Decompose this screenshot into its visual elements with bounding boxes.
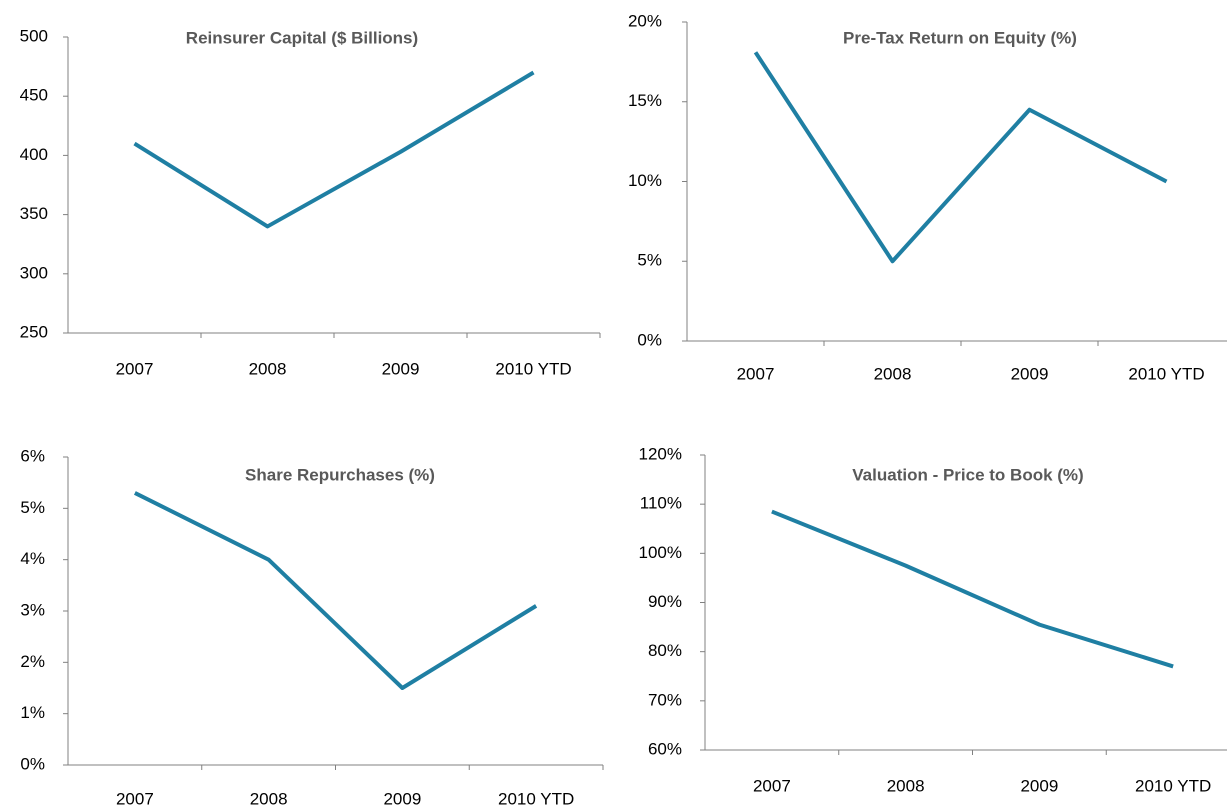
x-tick-label: 2009 [1020,776,1058,795]
y-tick-label: 450 [20,86,48,105]
x-tick-label: 2007 [116,359,154,378]
y-tick-label: 2% [20,652,45,671]
y-tick-label: 300 [20,263,48,282]
x-tick-label: 2010 YTD [495,359,571,378]
y-tick-label: 400 [20,145,48,164]
y-tick-label: 90% [648,592,682,611]
y-tick-label: 3% [20,600,45,619]
x-tick-label: 2007 [116,789,154,808]
y-tick-label: 250 [20,322,48,341]
x-tick-label: 2010 YTD [498,789,574,808]
data-line [771,509,1174,669]
x-tick-label: 2010 YTD [1135,776,1211,795]
y-tick-label: 5% [20,498,45,517]
x-tick-label: 2009 [382,359,420,378]
y-tick-label: 20% [628,11,662,30]
y-tick-label: 80% [648,641,682,660]
x-tick-label: 2008 [250,789,288,808]
y-tick-label: 110% [640,494,682,513]
y-tick-label: 1% [20,703,45,722]
y-tick-label: 6% [20,446,45,465]
y-tick-label: 500 [20,26,48,45]
x-tick-label: 2009 [1011,364,1049,383]
y-tick-label: 350 [20,204,48,223]
x-tick-label: 2009 [383,789,421,808]
y-tick-label: 100% [639,543,682,562]
x-tick-label: 2007 [753,776,791,795]
y-tick-label: 4% [20,549,45,568]
y-tick-label: 70% [648,690,682,709]
y-tick-label: 15% [628,91,662,110]
chart-title: Reinsurer Capital ($ Billions) [186,28,418,47]
y-tick-label: 0% [637,330,662,349]
y-tick-label: 120% [639,444,682,463]
y-tick-label: 60% [648,739,682,758]
y-tick-label: 0% [20,754,45,773]
data-line [133,491,538,690]
y-tick-label: 10% [628,171,662,190]
data-line [753,51,1168,264]
x-tick-label: 2008 [874,364,912,383]
x-tick-label: 2008 [249,359,287,378]
x-tick-label: 2010 YTD [1128,364,1204,383]
x-tick-label: 2008 [887,776,925,795]
chart-title: Valuation - Price to Book (%) [852,465,1083,484]
y-tick-label: 5% [637,251,662,270]
x-tick-label: 2007 [737,364,775,383]
chart-title: Pre-Tax Return on Equity (%) [843,28,1077,47]
chart-title: Share Repurchases (%) [245,465,435,484]
data-line [133,70,535,229]
